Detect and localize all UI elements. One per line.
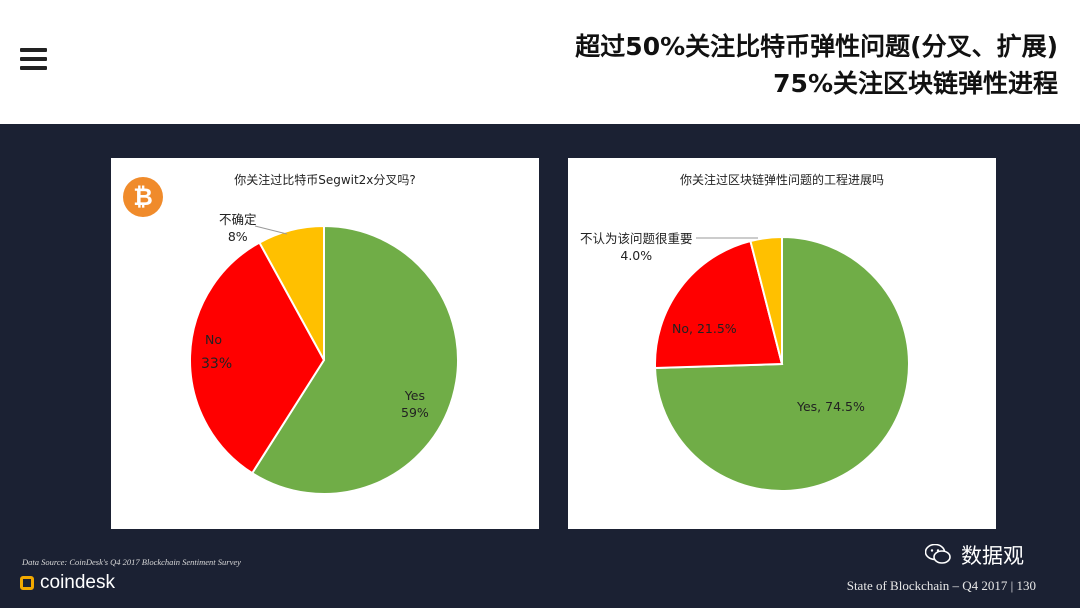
header: 超过50%关注比特币弹性问题(分叉、扩展) 75%关注区块链弹性进程 <box>0 0 1080 124</box>
pie-chart-engineering-progress <box>654 235 910 492</box>
leader-line-unsure <box>254 225 288 235</box>
label-yes: Yes, 74.5% <box>797 399 865 414</box>
label-unsure-pct: 8% <box>227 229 248 244</box>
label-not-important-name: 不认为该问题很重要 <box>580 231 693 246</box>
label-yes: Yes 59% <box>401 387 429 421</box>
wechat-icon <box>925 544 951 564</box>
label-unsure: 不确定 8% <box>219 211 257 245</box>
title-line-2: 75%关注区块链弹性进程 <box>773 69 1058 98</box>
pie-slice-1 <box>654 239 784 370</box>
chart-panel-engineering-progress: 你关注过区块链弹性问题的工程进展吗 不认为该问题很重要 4.0% No, 21.… <box>568 158 996 529</box>
label-no-name: No <box>205 332 222 347</box>
label-no-pct: 33% <box>201 356 233 372</box>
hamburger-menu-icon[interactable] <box>20 48 47 70</box>
wechat-label: 数据观 <box>961 544 1024 568</box>
chart-panel-segwit2x: 你关注过比特币Segwit2x分叉吗? ₿ 不确定 8% No 33% Yes … <box>111 158 539 529</box>
label-yes-name: Yes <box>404 388 425 403</box>
bitcoin-icon: ₿ <box>123 177 163 217</box>
label-no: No, 21.5% <box>672 321 737 336</box>
coindesk-mark-icon <box>20 576 34 590</box>
label-yes-pct: 59% <box>401 405 429 420</box>
pie-slice-2 <box>258 224 325 361</box>
page-footer: State of Blockchain – Q4 2017 | 130 <box>846 578 1036 593</box>
title-line-1: 超过50%关注比特币弹性问题(分叉、扩展) <box>575 32 1058 61</box>
data-source-note: Data Source: CoinDesk's Q4 2017 Blockcha… <box>22 557 241 567</box>
label-not-important: 不认为该问题很重要 4.0% <box>580 230 693 264</box>
page-title: 超过50%关注比特币弹性问题(分叉、扩展) 75%关注区块链弹性进程 <box>575 28 1058 102</box>
coindesk-logo-text: coindesk <box>40 572 115 593</box>
chart-title: 你关注过区块链弹性问题的工程进展吗 <box>679 173 884 187</box>
pie-slice-2 <box>749 235 783 365</box>
chart-title: 你关注过比特币Segwit2x分叉吗? <box>234 173 416 187</box>
label-unsure-name: 不确定 <box>219 212 257 227</box>
label-not-important-pct: 4.0% <box>620 248 653 263</box>
pie-slice-0 <box>250 224 459 495</box>
pie-slice-0 <box>654 235 910 492</box>
pie-chart-segwit2x <box>189 224 459 495</box>
